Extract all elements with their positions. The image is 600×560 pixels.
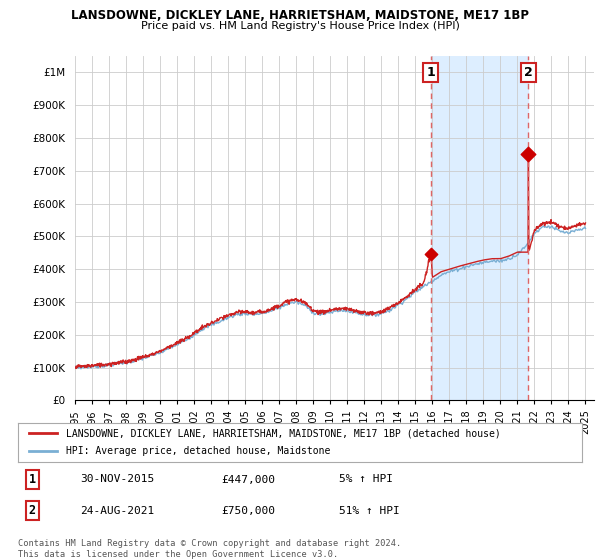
Point [524, 150, 533, 159]
Bar [431, 56, 529, 400]
Text: LANSDOWNE, DICKLEY LANE, HARRIETSHAM, MAIDSTONE, ME17 1BP (detached house): LANSDOWNE, DICKLEY LANE, HARRIETSHAM, MA… [66, 428, 500, 438]
Text: HPI: Average price, detached house, Maidstone: HPI: Average price, detached house, Maid… [66, 446, 331, 456]
Text: £447,000: £447,000 [221, 474, 275, 484]
Text: 24-AUG-2021: 24-AUG-2021 [80, 506, 154, 516]
Text: Price paid vs. HM Land Registry's House Price Index (HPI): Price paid vs. HM Land Registry's House … [140, 21, 460, 31]
Text: 1: 1 [29, 473, 35, 486]
Text: 1: 1 [427, 66, 436, 79]
Text: 5% ↑ HPI: 5% ↑ HPI [340, 474, 394, 484]
Text: LANSDOWNE, DICKLEY LANE, HARRIETSHAM, MAIDSTONE, ME17 1BP: LANSDOWNE, DICKLEY LANE, HARRIETSHAM, MA… [71, 9, 529, 22]
Text: Contains HM Land Registry data © Crown copyright and database right 2024.
This d: Contains HM Land Registry data © Crown c… [18, 539, 401, 559]
Text: £750,000: £750,000 [221, 506, 275, 516]
Text: 30-NOV-2015: 30-NOV-2015 [80, 474, 154, 484]
Text: 2: 2 [29, 504, 35, 517]
Text: 2: 2 [524, 66, 533, 79]
Point [426, 249, 436, 258]
Text: 51% ↑ HPI: 51% ↑ HPI [340, 506, 400, 516]
